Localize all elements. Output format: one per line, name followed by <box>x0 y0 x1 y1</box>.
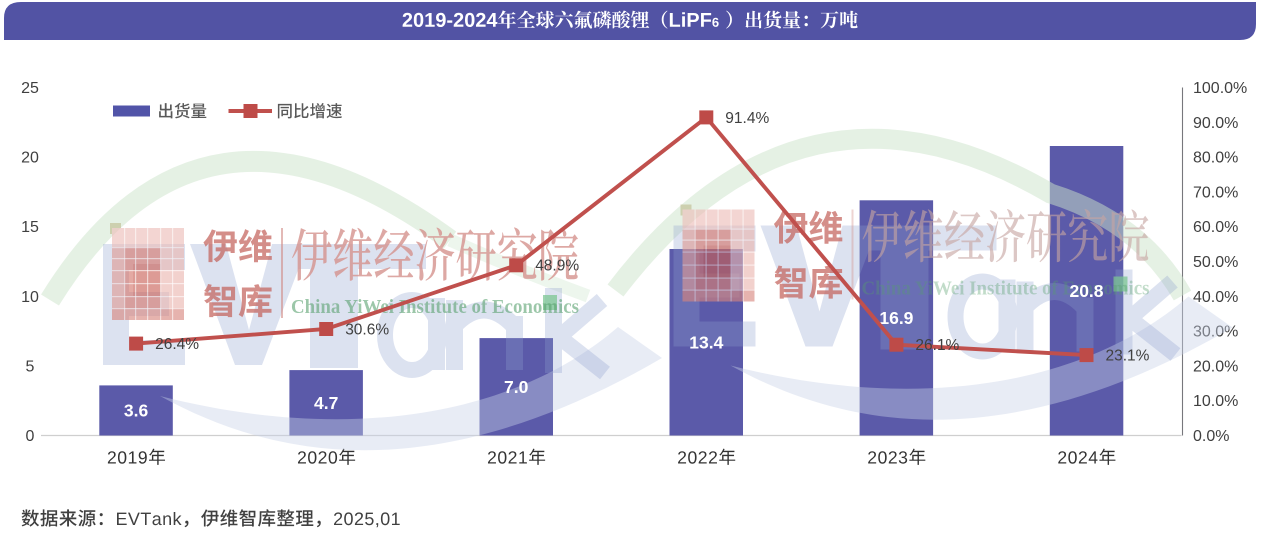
svg-text:91.4%: 91.4% <box>725 110 769 127</box>
svg-text:40.0%: 40.0% <box>1193 289 1238 306</box>
svg-text:23.1%: 23.1% <box>1106 348 1150 365</box>
svg-text:5: 5 <box>26 358 35 375</box>
svg-text:50.0%: 50.0% <box>1193 254 1238 271</box>
svg-text:20: 20 <box>21 150 39 167</box>
svg-text:80.0%: 80.0% <box>1193 150 1238 167</box>
svg-text:70.0%: 70.0% <box>1193 184 1238 201</box>
svg-text:25: 25 <box>21 80 39 97</box>
svg-text:30.6%: 30.6% <box>345 321 389 338</box>
svg-text:13.4: 13.4 <box>689 332 723 352</box>
svg-text:20.0%: 20.0% <box>1193 358 1238 375</box>
svg-text:China YiWei Institute of Econo: China YiWei Institute of Economics <box>862 278 1150 300</box>
svg-text:16.9: 16.9 <box>879 308 913 328</box>
svg-text:3.6: 3.6 <box>124 401 149 421</box>
svg-text:10.0%: 10.0% <box>1193 393 1238 410</box>
svg-text:7.0: 7.0 <box>504 377 529 397</box>
svg-text:48.9%: 48.9% <box>535 258 579 275</box>
svg-text:30.0%: 30.0% <box>1193 324 1238 341</box>
svg-text:0.0%: 0.0% <box>1193 428 1229 445</box>
svg-text:26.4%: 26.4% <box>155 336 199 353</box>
svg-text:26.1%: 26.1% <box>915 337 959 354</box>
svg-text:10: 10 <box>21 289 39 306</box>
svg-text:China YiWei Institute of Econo: China YiWei Institute of Economics <box>291 296 579 318</box>
svg-text:100.0%: 100.0% <box>1193 80 1247 97</box>
svg-text:90.0%: 90.0% <box>1193 115 1238 132</box>
svg-text:20.8: 20.8 <box>1069 281 1103 301</box>
svg-text:15: 15 <box>21 219 39 236</box>
svg-text:4.7: 4.7 <box>314 393 338 413</box>
svg-text:60.0%: 60.0% <box>1193 219 1238 236</box>
svg-text:0: 0 <box>26 428 35 445</box>
